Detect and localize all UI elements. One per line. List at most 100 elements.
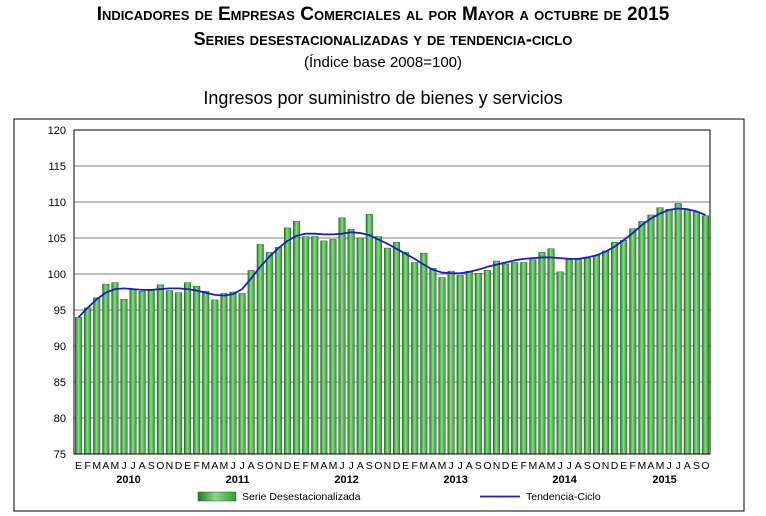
bar	[656, 207, 664, 455]
x-month-label: F	[412, 460, 418, 472]
y-tick-label: 90	[54, 341, 66, 353]
bar	[302, 236, 310, 455]
x-month-label: N	[384, 460, 392, 472]
bar	[184, 282, 192, 455]
x-month-label: E	[620, 460, 627, 472]
x-month-label: J	[448, 460, 453, 472]
x-month-label: J	[239, 460, 244, 472]
y-tick-label: 100	[48, 269, 66, 281]
x-month-label: J	[230, 460, 235, 472]
x-month-label: O	[701, 460, 709, 472]
x-month-label: N	[275, 460, 283, 472]
bar	[420, 252, 428, 455]
x-month-label: F	[84, 460, 90, 472]
bar	[202, 291, 210, 455]
x-month-label: M	[329, 460, 338, 472]
x-month-label: J	[557, 460, 562, 472]
bar	[402, 252, 410, 455]
x-month-label: M	[310, 460, 319, 472]
y-tick-label: 95	[54, 305, 66, 317]
x-month-label: F	[630, 460, 636, 472]
bar	[383, 247, 391, 455]
bar	[147, 290, 155, 455]
y-tick-label: 120	[48, 125, 66, 137]
bar-series	[75, 203, 709, 455]
x-month-label: A	[466, 460, 473, 472]
bar	[665, 208, 673, 455]
x-month-label: M	[656, 460, 665, 472]
bar	[474, 273, 482, 455]
bar	[293, 221, 301, 455]
bar	[274, 247, 282, 455]
x-month-label: M	[111, 460, 120, 472]
bar	[683, 208, 691, 455]
x-month-label: E	[293, 460, 300, 472]
x-month-label: A	[357, 460, 364, 472]
x-month-label: F	[193, 460, 199, 472]
bar	[520, 262, 528, 455]
bar	[311, 236, 319, 455]
x-month-label: S	[475, 460, 482, 472]
bar	[138, 291, 146, 455]
x-month-label: O	[374, 460, 382, 472]
x-month-label: D	[175, 460, 183, 472]
bar	[611, 242, 619, 455]
bar	[529, 259, 537, 455]
bar	[156, 284, 164, 455]
bar	[429, 267, 437, 455]
legend: Serie Desestacionalizada Tendencia-Ciclo	[197, 491, 601, 503]
bar	[84, 307, 92, 455]
bar	[647, 214, 655, 455]
page-subtitle: Series desestacionalizadas y de tendenci…	[193, 29, 573, 49]
bar	[329, 239, 337, 455]
bar	[265, 252, 273, 455]
x-month-label: O	[592, 460, 600, 472]
bar	[629, 228, 637, 455]
bar	[547, 248, 555, 455]
bar	[247, 270, 255, 455]
bar	[692, 211, 700, 455]
x-month-label: D	[502, 460, 510, 472]
x-month-label: J	[339, 460, 344, 472]
x-month-label: E	[184, 460, 191, 472]
x-month-label: J	[348, 460, 353, 472]
x-month-label: A	[575, 460, 582, 472]
bar	[438, 277, 446, 455]
x-month-label: J	[121, 460, 126, 472]
bar	[165, 290, 173, 455]
x-month-label: S	[148, 460, 155, 472]
x-month-label: A	[139, 460, 146, 472]
x-month-label: J	[666, 460, 671, 472]
bar	[583, 257, 591, 455]
x-month-label: M	[637, 460, 646, 472]
x-month-label: M	[92, 460, 101, 472]
y-tick-label: 85	[54, 377, 66, 389]
y-tick-label: 80	[54, 413, 66, 425]
x-month-label: D	[611, 460, 619, 472]
y-tick-label: 75	[54, 449, 66, 461]
x-year-label: 2014	[552, 474, 577, 486]
bar	[374, 236, 382, 455]
bar	[620, 239, 628, 455]
bar	[193, 285, 201, 455]
bar	[565, 259, 573, 455]
x-month-label: M	[528, 460, 537, 472]
x-month-label: N	[602, 460, 610, 472]
bar	[347, 229, 355, 455]
y-tick-label: 105	[48, 233, 66, 245]
bar	[111, 282, 119, 455]
x-month-label: O	[156, 460, 164, 472]
page-title: Indicadores de Empresas Comerciales al p…	[96, 4, 670, 25]
bar	[356, 237, 364, 455]
bar	[120, 298, 128, 455]
bar	[638, 221, 646, 455]
x-month-label: M	[547, 460, 556, 472]
bar	[393, 242, 401, 455]
x-month-label: M	[419, 460, 428, 472]
x-month-label: S	[257, 460, 264, 472]
bar	[538, 252, 546, 455]
x-month-label: M	[201, 460, 210, 472]
bar	[102, 283, 110, 455]
x-month-label: A	[102, 460, 109, 472]
